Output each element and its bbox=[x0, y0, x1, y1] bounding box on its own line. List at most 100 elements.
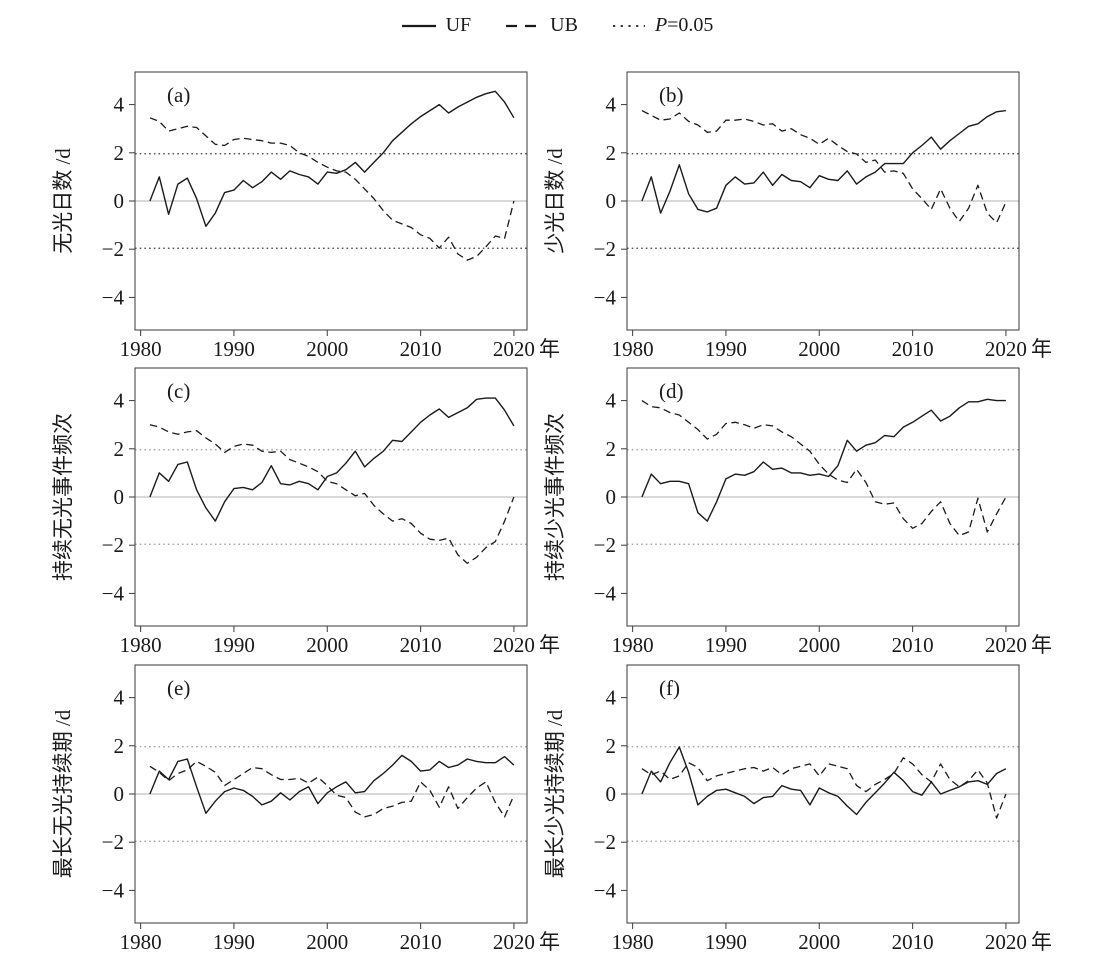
uf-line bbox=[149, 397, 515, 522]
dotted-line-icon bbox=[612, 24, 645, 27]
y-tick-label: 4 bbox=[114, 93, 125, 117]
x-tick-label: 2000 bbox=[306, 633, 348, 654]
uf-line bbox=[641, 109, 1006, 214]
uf-line bbox=[149, 754, 515, 815]
x-tick-label: 1980 bbox=[612, 337, 654, 358]
y-tick-label: −2 bbox=[102, 533, 124, 557]
x-tick-label: 1990 bbox=[705, 337, 747, 358]
y-tick-label: 4 bbox=[606, 93, 617, 117]
p-symbol: P bbox=[654, 14, 668, 36]
legend-item-ub: UB bbox=[505, 14, 578, 37]
panel-f-chart: −4 −2 0 2 4 1980 1990 2000 2010 2020 年 (f) 最长少光持续期 /… bbox=[543, 664, 1052, 951]
x-tick-label: 2020 bbox=[493, 337, 535, 358]
y-tick-label: 0 bbox=[606, 189, 617, 213]
y-tick-label: −2 bbox=[102, 237, 124, 261]
y-tick-label: −2 bbox=[594, 533, 616, 557]
legend-item-uf: UF bbox=[401, 14, 472, 37]
x-tick-label: 2000 bbox=[798, 633, 840, 654]
y-tick-label: 2 bbox=[114, 141, 125, 165]
panel-c-chart: −4 −2 0 2 4 1980 1990 2000 2010 2020 年 (c) 持续无光事件频次 bbox=[51, 367, 560, 654]
x-axis-unit: 年 bbox=[1031, 930, 1052, 951]
y-tick-label: −2 bbox=[594, 830, 616, 854]
x-tick-label: 1990 bbox=[213, 633, 255, 654]
x-tick-label: 2010 bbox=[892, 337, 934, 358]
x-tick-label: 2010 bbox=[400, 337, 442, 358]
x-tick-label: 1980 bbox=[612, 930, 654, 951]
ub-line bbox=[149, 424, 515, 564]
x-tick-label: 1990 bbox=[213, 337, 255, 358]
x-axis-unit: 年 bbox=[539, 633, 560, 654]
y-tick-label: 0 bbox=[114, 485, 125, 509]
x-tick-label: 2020 bbox=[985, 930, 1027, 951]
y-tick-label: 2 bbox=[606, 437, 617, 461]
x-tick-label: 2010 bbox=[400, 633, 442, 654]
x-axis-unit: 年 bbox=[539, 337, 560, 358]
uf-line bbox=[641, 398, 1006, 522]
legend-label-p005: P=0.05 bbox=[655, 14, 714, 37]
y-tick-label: 4 bbox=[114, 686, 125, 710]
panel-letter: (e) bbox=[167, 676, 190, 700]
y-axis-label: 最长少光持续期 /d bbox=[543, 709, 567, 878]
ub-line bbox=[149, 117, 515, 261]
x-tick-label: 1980 bbox=[612, 633, 654, 654]
x-axis-unit: 年 bbox=[539, 930, 560, 951]
y-tick-label: 2 bbox=[606, 734, 617, 758]
y-tick-label: −2 bbox=[102, 830, 124, 854]
y-tick-label: 4 bbox=[606, 389, 617, 413]
y-axis-label: 最长无光持续期 /d bbox=[51, 709, 75, 878]
x-tick-label: 1990 bbox=[213, 930, 255, 951]
y-tick-label: 4 bbox=[606, 686, 617, 710]
legend-item-p005: P=0.05 bbox=[612, 14, 714, 37]
panel-letter: (c) bbox=[167, 379, 190, 403]
x-tick-label: 1980 bbox=[120, 337, 162, 358]
x-tick-label: 1980 bbox=[120, 633, 162, 654]
ub-line bbox=[149, 760, 515, 818]
panel-letter: (a) bbox=[167, 83, 190, 107]
y-tick-label: −4 bbox=[594, 581, 617, 605]
legend-label-ub: UB bbox=[550, 14, 578, 36]
panel-b-chart: −4 −2 0 2 4 1980 1990 2000 2010 2020 年 (b) 少光日数 /d bbox=[543, 71, 1052, 358]
y-tick-label: 0 bbox=[114, 782, 125, 806]
y-tick-label: 0 bbox=[606, 485, 617, 509]
x-tick-label: 1990 bbox=[705, 930, 747, 951]
y-tick-label: −4 bbox=[102, 285, 125, 309]
ub-line bbox=[641, 110, 1007, 224]
y-tick-label: 2 bbox=[606, 141, 617, 165]
x-tick-label: 2020 bbox=[493, 633, 535, 654]
y-axis-label: 无光日数 /d bbox=[51, 148, 75, 254]
y-tick-label: 2 bbox=[114, 437, 125, 461]
solid-line-icon bbox=[401, 24, 436, 27]
legend-label-uf: UF bbox=[445, 14, 472, 36]
panel-e-chart: −4 −2 0 2 4 1980 1990 2000 2010 2020 年 (e) 最长无光持续期 /… bbox=[51, 664, 560, 951]
y-tick-label: 0 bbox=[114, 189, 125, 213]
y-tick-label: 0 bbox=[606, 782, 617, 806]
y-tick-label: −2 bbox=[594, 237, 616, 261]
y-axis-label: 持续无光事件频次 bbox=[51, 413, 75, 581]
x-tick-label: 2000 bbox=[306, 337, 348, 358]
y-axis-label: 少光日数 /d bbox=[543, 148, 567, 254]
uf-line bbox=[641, 746, 1007, 816]
panel-letter: (f) bbox=[659, 676, 680, 700]
x-tick-label: 2010 bbox=[400, 930, 442, 951]
y-tick-label: −4 bbox=[594, 878, 617, 902]
x-tick-label: 2020 bbox=[985, 337, 1027, 358]
panel-letter: (d) bbox=[659, 379, 684, 403]
x-tick-label: 2010 bbox=[892, 633, 934, 654]
panel-a-chart: −4 −2 0 2 4 1980 1990 2000 2010 2020 年 (a) 无光日数 /d bbox=[51, 71, 560, 358]
ub-line bbox=[641, 400, 1007, 537]
x-tick-label: 2000 bbox=[798, 337, 840, 358]
x-tick-label: 1980 bbox=[120, 930, 162, 951]
x-tick-label: 2000 bbox=[306, 930, 348, 951]
panel-d-chart: −4 −2 0 2 4 1980 1990 2000 2010 2020 年 (d) 持续少光事件频次 bbox=[543, 367, 1052, 654]
panel-letter: (b) bbox=[659, 83, 684, 107]
ub-line bbox=[641, 757, 1007, 819]
uf-line bbox=[149, 90, 515, 228]
x-tick-label: 2000 bbox=[798, 930, 840, 951]
x-tick-label: 2020 bbox=[493, 930, 535, 951]
y-tick-label: 4 bbox=[114, 389, 125, 413]
y-tick-label: −4 bbox=[102, 581, 125, 605]
p-value: =0.05 bbox=[667, 14, 714, 36]
y-axis-label: 持续少光事件频次 bbox=[543, 413, 567, 581]
legend: UF UB P=0.05 bbox=[0, 14, 1114, 37]
